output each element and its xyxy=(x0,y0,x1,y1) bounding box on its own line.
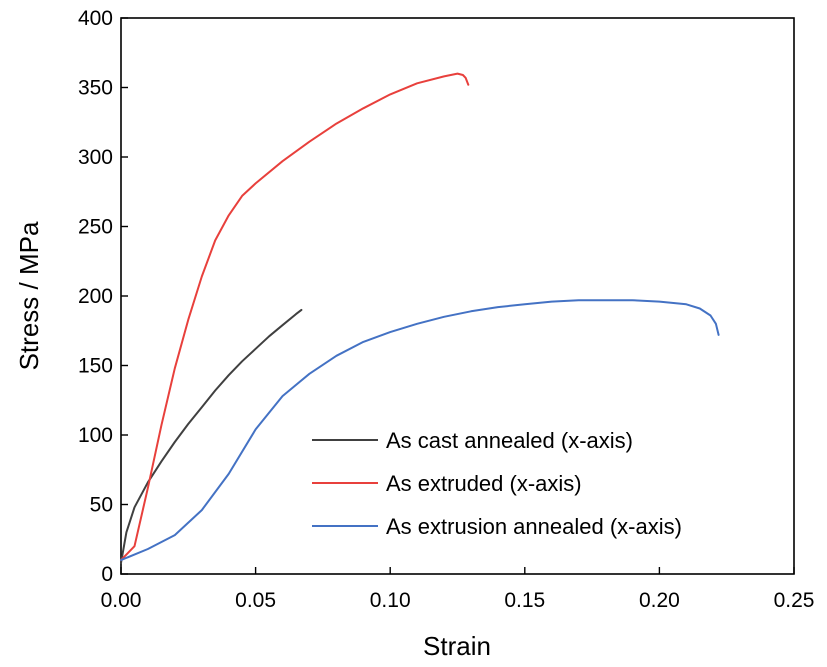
x-axis-title: Strain xyxy=(423,631,491,661)
x-tick-label: 0.05 xyxy=(235,589,276,612)
x-axis-ticks: 0.00 0.05 0.10 0.15 0.20 0.25 xyxy=(101,567,815,612)
y-tick-label: 250 xyxy=(78,216,113,239)
series-line-3 xyxy=(120,299,720,562)
series-layer xyxy=(120,72,720,564)
y-tick-label: 50 xyxy=(90,494,113,517)
y-tick-label: 200 xyxy=(78,285,113,308)
y-tick-label: 150 xyxy=(78,355,113,378)
series-line-2 xyxy=(120,72,470,562)
x-tick-label: 0.10 xyxy=(370,589,411,612)
y-tick-label: 0 xyxy=(101,563,113,586)
series-line-1 xyxy=(120,308,303,564)
x-tick-label: 0.15 xyxy=(504,589,545,612)
legend-label-2: As extruded (x-axis) xyxy=(386,471,582,496)
y-tick-label: 300 xyxy=(78,146,113,169)
y-tick-label: 350 xyxy=(78,77,113,100)
legend-label-1: As cast annealed (x-axis) xyxy=(386,428,633,453)
legend: As cast annealed (x-axis) As extruded (x-… xyxy=(312,428,682,539)
x-tick-label: 0.25 xyxy=(774,589,815,612)
y-tick-label: 400 xyxy=(78,7,113,30)
x-tick-label: 0.20 xyxy=(639,589,680,612)
y-axis-title: Stress / MPa xyxy=(14,221,44,370)
legend-label-3: As extrusion annealed (x-axis) xyxy=(386,514,682,539)
y-axis-ticks: 0 50 100 150 200 250 300 350 400 xyxy=(78,7,128,586)
y-tick-label: 100 xyxy=(78,424,113,447)
x-tick-label: 0.00 xyxy=(101,589,142,612)
